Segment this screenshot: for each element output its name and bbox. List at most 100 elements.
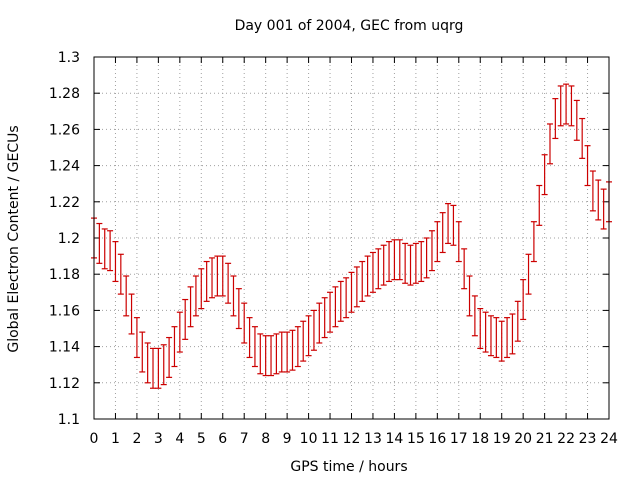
error-bars [91, 83, 612, 389]
data-point [434, 221, 441, 263]
data-point [359, 260, 366, 302]
data-point [96, 222, 103, 264]
data-point [144, 342, 151, 384]
x-tick-label: 10 [300, 431, 318, 447]
y-tick-label: 1.2 [58, 231, 80, 247]
data-point [493, 317, 500, 359]
data-point [166, 336, 173, 378]
data-point [316, 302, 323, 344]
data-point [230, 275, 237, 317]
data-point [343, 277, 350, 319]
data-point [364, 255, 371, 297]
data-point [520, 279, 527, 321]
data-point [557, 85, 564, 127]
data-point [214, 255, 221, 297]
data-point [139, 331, 146, 373]
y-tick-label: 1.18 [49, 267, 80, 283]
data-point [369, 251, 376, 293]
data-point [353, 266, 360, 308]
data-point [530, 221, 537, 263]
data-point [155, 347, 162, 389]
data-point [423, 237, 430, 279]
y-tick-label: 1.22 [49, 195, 80, 211]
data-point [294, 326, 301, 368]
x-tick-label: 11 [321, 431, 339, 447]
data-point [300, 320, 307, 362]
data-point [412, 242, 419, 284]
data-point [241, 302, 248, 344]
data-point [327, 291, 334, 333]
data-point [251, 326, 258, 368]
data-point [112, 241, 119, 283]
data-point [176, 311, 183, 353]
x-tick-label: 3 [154, 431, 163, 447]
data-point [209, 257, 216, 299]
y-tick-label: 1.28 [49, 86, 80, 102]
plot-frame [93, 56, 610, 420]
y-axis-label: Global Electron Content / GECUs [6, 125, 22, 352]
data-point [182, 298, 189, 340]
x-tick-label: 23 [579, 431, 597, 447]
data-point [192, 275, 199, 317]
data-point [262, 335, 269, 377]
data-point [396, 239, 403, 281]
data-point [348, 271, 355, 313]
data-point [552, 98, 559, 140]
data-point [273, 333, 280, 375]
x-tick-label: 16 [428, 431, 446, 447]
data-point [546, 123, 553, 165]
data-point [525, 253, 532, 295]
data-point [117, 253, 124, 295]
data-point [187, 286, 194, 328]
x-tick-label: 1 [111, 431, 120, 447]
data-point [171, 326, 178, 368]
x-tick-label: 8 [261, 431, 270, 447]
data-point [133, 317, 140, 359]
x-tick-label: 19 [493, 431, 511, 447]
data-point [579, 117, 586, 159]
data-point [477, 307, 484, 350]
x-tick-label: 18 [471, 431, 489, 447]
data-point [563, 83, 570, 125]
x-tick-label: 9 [283, 431, 292, 447]
data-point [160, 344, 167, 386]
x-tick-label: 20 [514, 431, 532, 447]
data-point [235, 288, 242, 330]
data-point [418, 241, 425, 283]
y-tick-label: 1.14 [49, 340, 80, 356]
x-tick-label: 14 [386, 431, 404, 447]
data-point [321, 297, 328, 339]
x-tick-label: 13 [364, 431, 382, 447]
y-tick-label: 1.24 [49, 159, 80, 175]
data-point [450, 204, 457, 246]
data-point [128, 293, 135, 335]
data-point [203, 260, 210, 302]
x-tick-label: 24 [600, 431, 618, 447]
data-point [600, 188, 607, 230]
data-point [337, 280, 344, 322]
data-point [407, 244, 414, 286]
data-point [289, 329, 296, 371]
data-point [584, 145, 591, 187]
data-point [391, 239, 398, 281]
y-tick-label: 1.12 [49, 376, 80, 392]
data-point [568, 85, 575, 127]
data-point [428, 230, 435, 272]
data-point [246, 317, 253, 359]
data-point [487, 315, 494, 357]
x-tick-label: 0 [90, 431, 99, 447]
data-point [402, 242, 409, 284]
y-tick-label: 1.1 [58, 412, 80, 428]
x-tick-label: 7 [240, 431, 249, 447]
data-point [380, 244, 387, 286]
data-point [375, 248, 382, 290]
data-point [310, 309, 317, 351]
chart-title: Day 001 of 2004, GEC from uqrg [235, 18, 464, 34]
x-axis-label: GPS time / hours [290, 459, 407, 475]
data-point [536, 184, 543, 226]
data-point [386, 241, 393, 283]
data-point [268, 335, 275, 377]
grid [94, 57, 609, 419]
data-point [332, 286, 339, 328]
